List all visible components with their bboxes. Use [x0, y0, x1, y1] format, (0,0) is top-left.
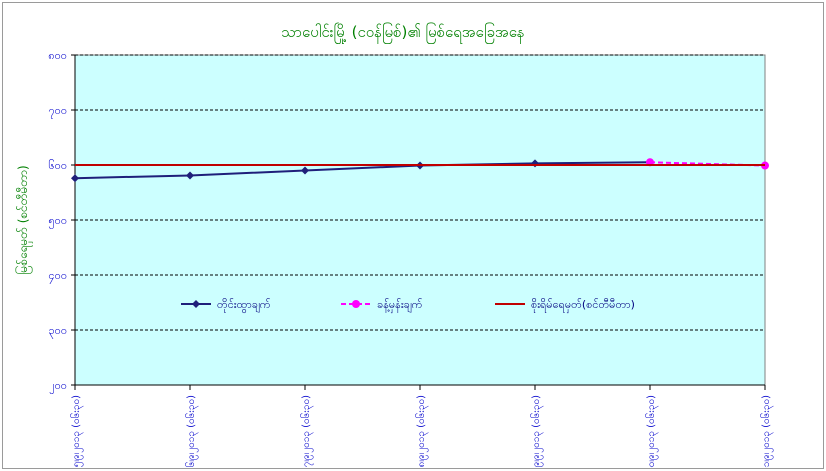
y-tick-label: ၅၀၀: [48, 214, 67, 229]
x-tick-label: ၉၊၉၊၂၀၁၃ (၀၆း၃၀): [529, 395, 544, 467]
series-layer: [71, 158, 769, 183]
y-tick-label: ၄၀၀: [48, 269, 67, 284]
legend: တိုင်းထွာချက် ခန့်မှန်းချက် စိုးရိမ်ရေမှတ်…: [181, 298, 635, 313]
legend-marker: [352, 300, 360, 308]
data-point: [301, 166, 309, 175]
legend-label: ခန့်မှန်းချက်: [377, 298, 423, 313]
y-tick-label: ၆၀၀: [48, 159, 67, 172]
y-axis: ၂၀၀ ၃၀၀ ၄၀၀ ၅၀၀ ၆၀၀ ၇၀၀ ၈၀၀: [48, 49, 76, 394]
data-point: [71, 174, 79, 183]
grid-layer: [75, 54, 765, 331]
series-line: [74, 161, 651, 180]
x-tick-label: ၁၁၊၉၊၂၀၁၃ (၀၆း၃၀): [759, 395, 774, 468]
legend-label: စိုးရိမ်ရေမှတ်(စင်တီမီတာ): [531, 298, 635, 313]
y-tick-label: ၂၀၀: [49, 379, 67, 394]
x-tick-label: ၆၊၉၊၂၀၁၃ (၀၆း၃၀): [184, 395, 199, 467]
x-tick-label: ၁၀၊၉၊၂၀၁၃ (၀၆း၃၀): [644, 395, 659, 468]
x-tick-label: ၈၊၉၊၂၀၁၃ (၀၆း၃၀): [414, 395, 429, 467]
y-tick-label: ၃၀၀: [48, 324, 67, 339]
x-axis: ၅၊၉၊၂၀၁၃ (၀၆း၃၀) ၆၊၉၊၂၀၁၃ (၀၆း၃၀) ၇၊၉၊၂၀၁၃…: [69, 384, 774, 468]
legend-label: တိုင်းထွာချက်: [217, 298, 271, 313]
data-point: [186, 171, 194, 180]
y-axis-title: မြစ်ရေမှတ် (စင်တီမီတာ): [14, 165, 33, 274]
y-tick-label: ၇၀၀: [48, 104, 67, 119]
series-line: [649, 161, 766, 167]
y-tick-label: ၈၀၀: [48, 49, 67, 62]
x-tick-label: ၇၊၉၊၂၀၁၃ (၀၆း၃၀): [299, 395, 314, 467]
legend-marker: [192, 300, 200, 308]
x-tick-label: ၅၊၉၊၂၀၁၃ (၀၆း၃၀): [69, 395, 84, 467]
chart-title: သာပေါင်းမြို့ (ငဝန်မြစ်)၏ မြစ်ရေအခြေအနေ: [281, 22, 524, 44]
chart-svg: သာပေါင်းမြို့ (ငဝန်မြစ်)၏ မြစ်ရေအခြေအနေ …: [14, 22, 774, 468]
